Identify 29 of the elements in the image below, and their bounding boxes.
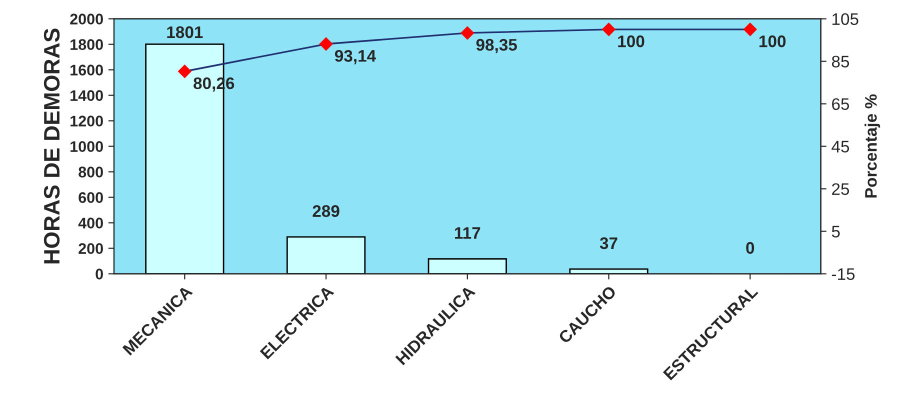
data-label: 93,14 xyxy=(334,50,376,64)
y2-tick-label: 45 xyxy=(832,140,850,153)
y2-tick-label: 25 xyxy=(832,183,850,195)
data-label: 0 xyxy=(746,242,754,254)
y2-tick-label: -15 xyxy=(832,268,855,280)
data-label: 117 xyxy=(455,227,480,239)
y2-tick-label: 5 xyxy=(832,226,840,238)
data-label: 37 xyxy=(600,237,618,250)
y-tick-label: 1200 xyxy=(70,116,103,126)
y-tick-label: 1600 xyxy=(70,64,103,76)
data-label: 98,35 xyxy=(476,38,517,54)
data-label: 100 xyxy=(618,35,644,48)
y-tick-label: 600 xyxy=(78,192,103,203)
y2-tick-label: 85 xyxy=(832,56,850,68)
data-label: 1801 xyxy=(167,26,203,38)
y2-tick-label: 65 xyxy=(832,98,850,110)
y-tick-label: 200 xyxy=(78,243,103,254)
y-tick-label: 400 xyxy=(78,218,103,228)
y2-tick-label: 105 xyxy=(832,13,858,26)
y-tick-label: 2000 xyxy=(70,14,103,24)
y-tick-label: 0 xyxy=(96,268,103,280)
y-tick-label: 1800 xyxy=(70,39,103,50)
y-tick-label: 1400 xyxy=(70,90,103,101)
y-tick-label: 1000 xyxy=(70,141,103,152)
y-axis-title: HORAS DE DEMORAS xyxy=(44,28,60,264)
data-label: 289 xyxy=(312,205,340,217)
data-label: 100 xyxy=(760,35,786,48)
y-tick-label: 800 xyxy=(78,166,103,178)
y2-axis-title: Porcentaje % xyxy=(864,94,880,198)
